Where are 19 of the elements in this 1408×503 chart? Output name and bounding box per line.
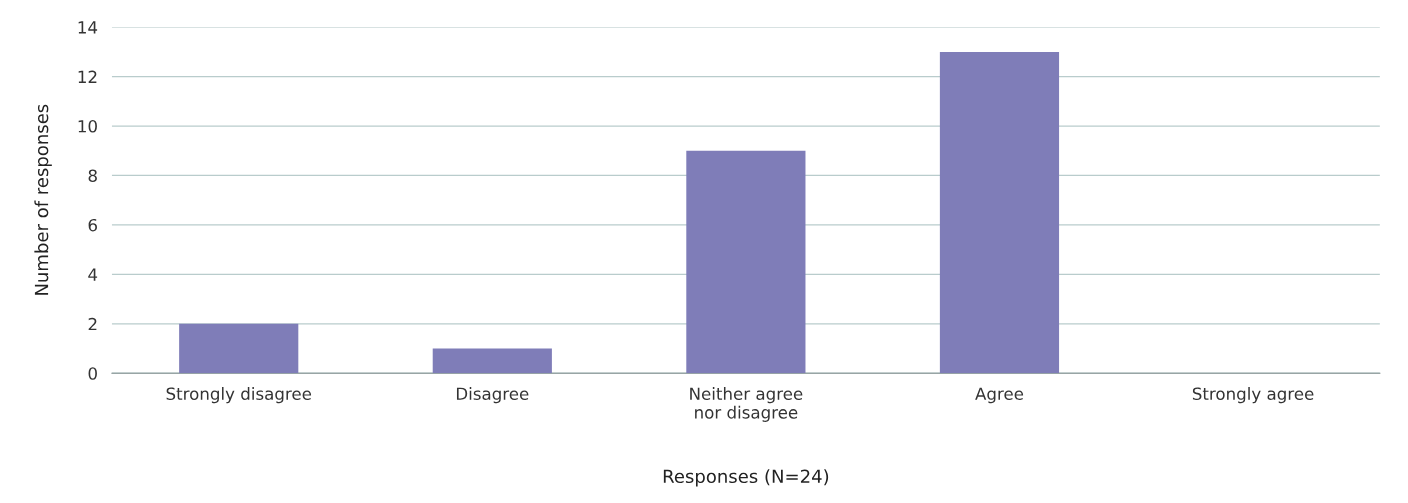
y-tick-label: 10 <box>78 120 97 133</box>
y-tick-label: 12 <box>78 70 97 83</box>
bar <box>939 51 1060 374</box>
y-tick-label: 8 <box>88 169 97 183</box>
y-tick-label: 6 <box>88 218 97 232</box>
bar <box>432 348 552 374</box>
y-axis-title: Number of responses <box>34 104 52 295</box>
y-tick-label: 0 <box>88 367 97 380</box>
bar <box>179 323 299 374</box>
x-tick-label: Agree <box>975 387 1024 404</box>
x-axis-title: Responses (N=24) <box>663 469 829 487</box>
x-tick-label: Strongly agree <box>1192 387 1314 404</box>
y-tick-label: 2 <box>88 317 97 331</box>
y-tick-label: 14 <box>78 21 98 34</box>
x-tick-label: Neither agree nor disagree <box>690 387 803 422</box>
x-tick-label: Strongly disagree <box>166 387 312 404</box>
y-tick-label: 4 <box>88 268 98 281</box>
bar <box>686 150 806 374</box>
x-tick-label: Disagree <box>456 387 529 404</box>
